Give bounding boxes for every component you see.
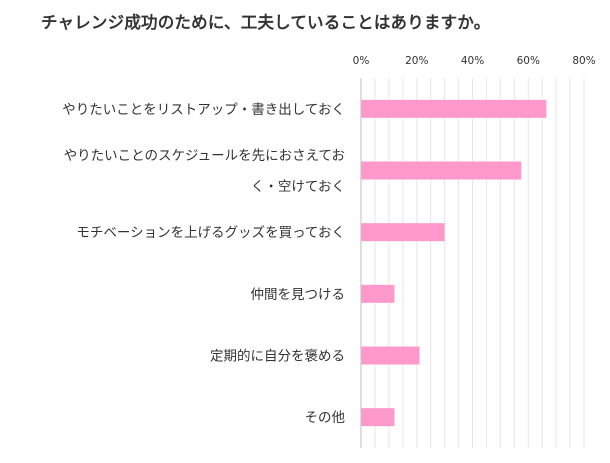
bar [361, 99, 547, 118]
x-tick-label: 60% [517, 55, 540, 67]
x-axis-ticks: 0% 20% 40% 60% 80% [353, 55, 596, 67]
x-tick-label: 0% [353, 55, 370, 67]
x-tick-label: 80% [572, 55, 595, 67]
category-label: 定期的に自分を褒める [210, 349, 345, 365]
category-label: 仲間を見つける [251, 287, 346, 303]
category-label: く・空けておく [251, 179, 345, 195]
bar [361, 284, 395, 303]
bar [361, 161, 522, 180]
bars [361, 99, 547, 427]
category-label: その他 [305, 410, 346, 426]
chart-title: チャレンジ成功のために、工夫していることはありますか。 [41, 13, 491, 32]
gridlines [360, 78, 585, 448]
category-labels: やりたいことをリストアップ・書き出しておくやりたいことのスケジュールを先におさえ… [62, 102, 345, 426]
bar [361, 408, 395, 427]
bar [361, 346, 420, 365]
x-tick-label: 40% [461, 55, 484, 67]
category-label: やりたいことをリストアップ・書き出しておく [62, 102, 345, 118]
x-tick-label: 20% [405, 55, 428, 67]
bar [361, 223, 445, 242]
category-label: やりたいことのスケジュールを先におさえてお [64, 148, 345, 164]
category-label: モチベーションを上げるグッズを買っておく [76, 225, 345, 241]
